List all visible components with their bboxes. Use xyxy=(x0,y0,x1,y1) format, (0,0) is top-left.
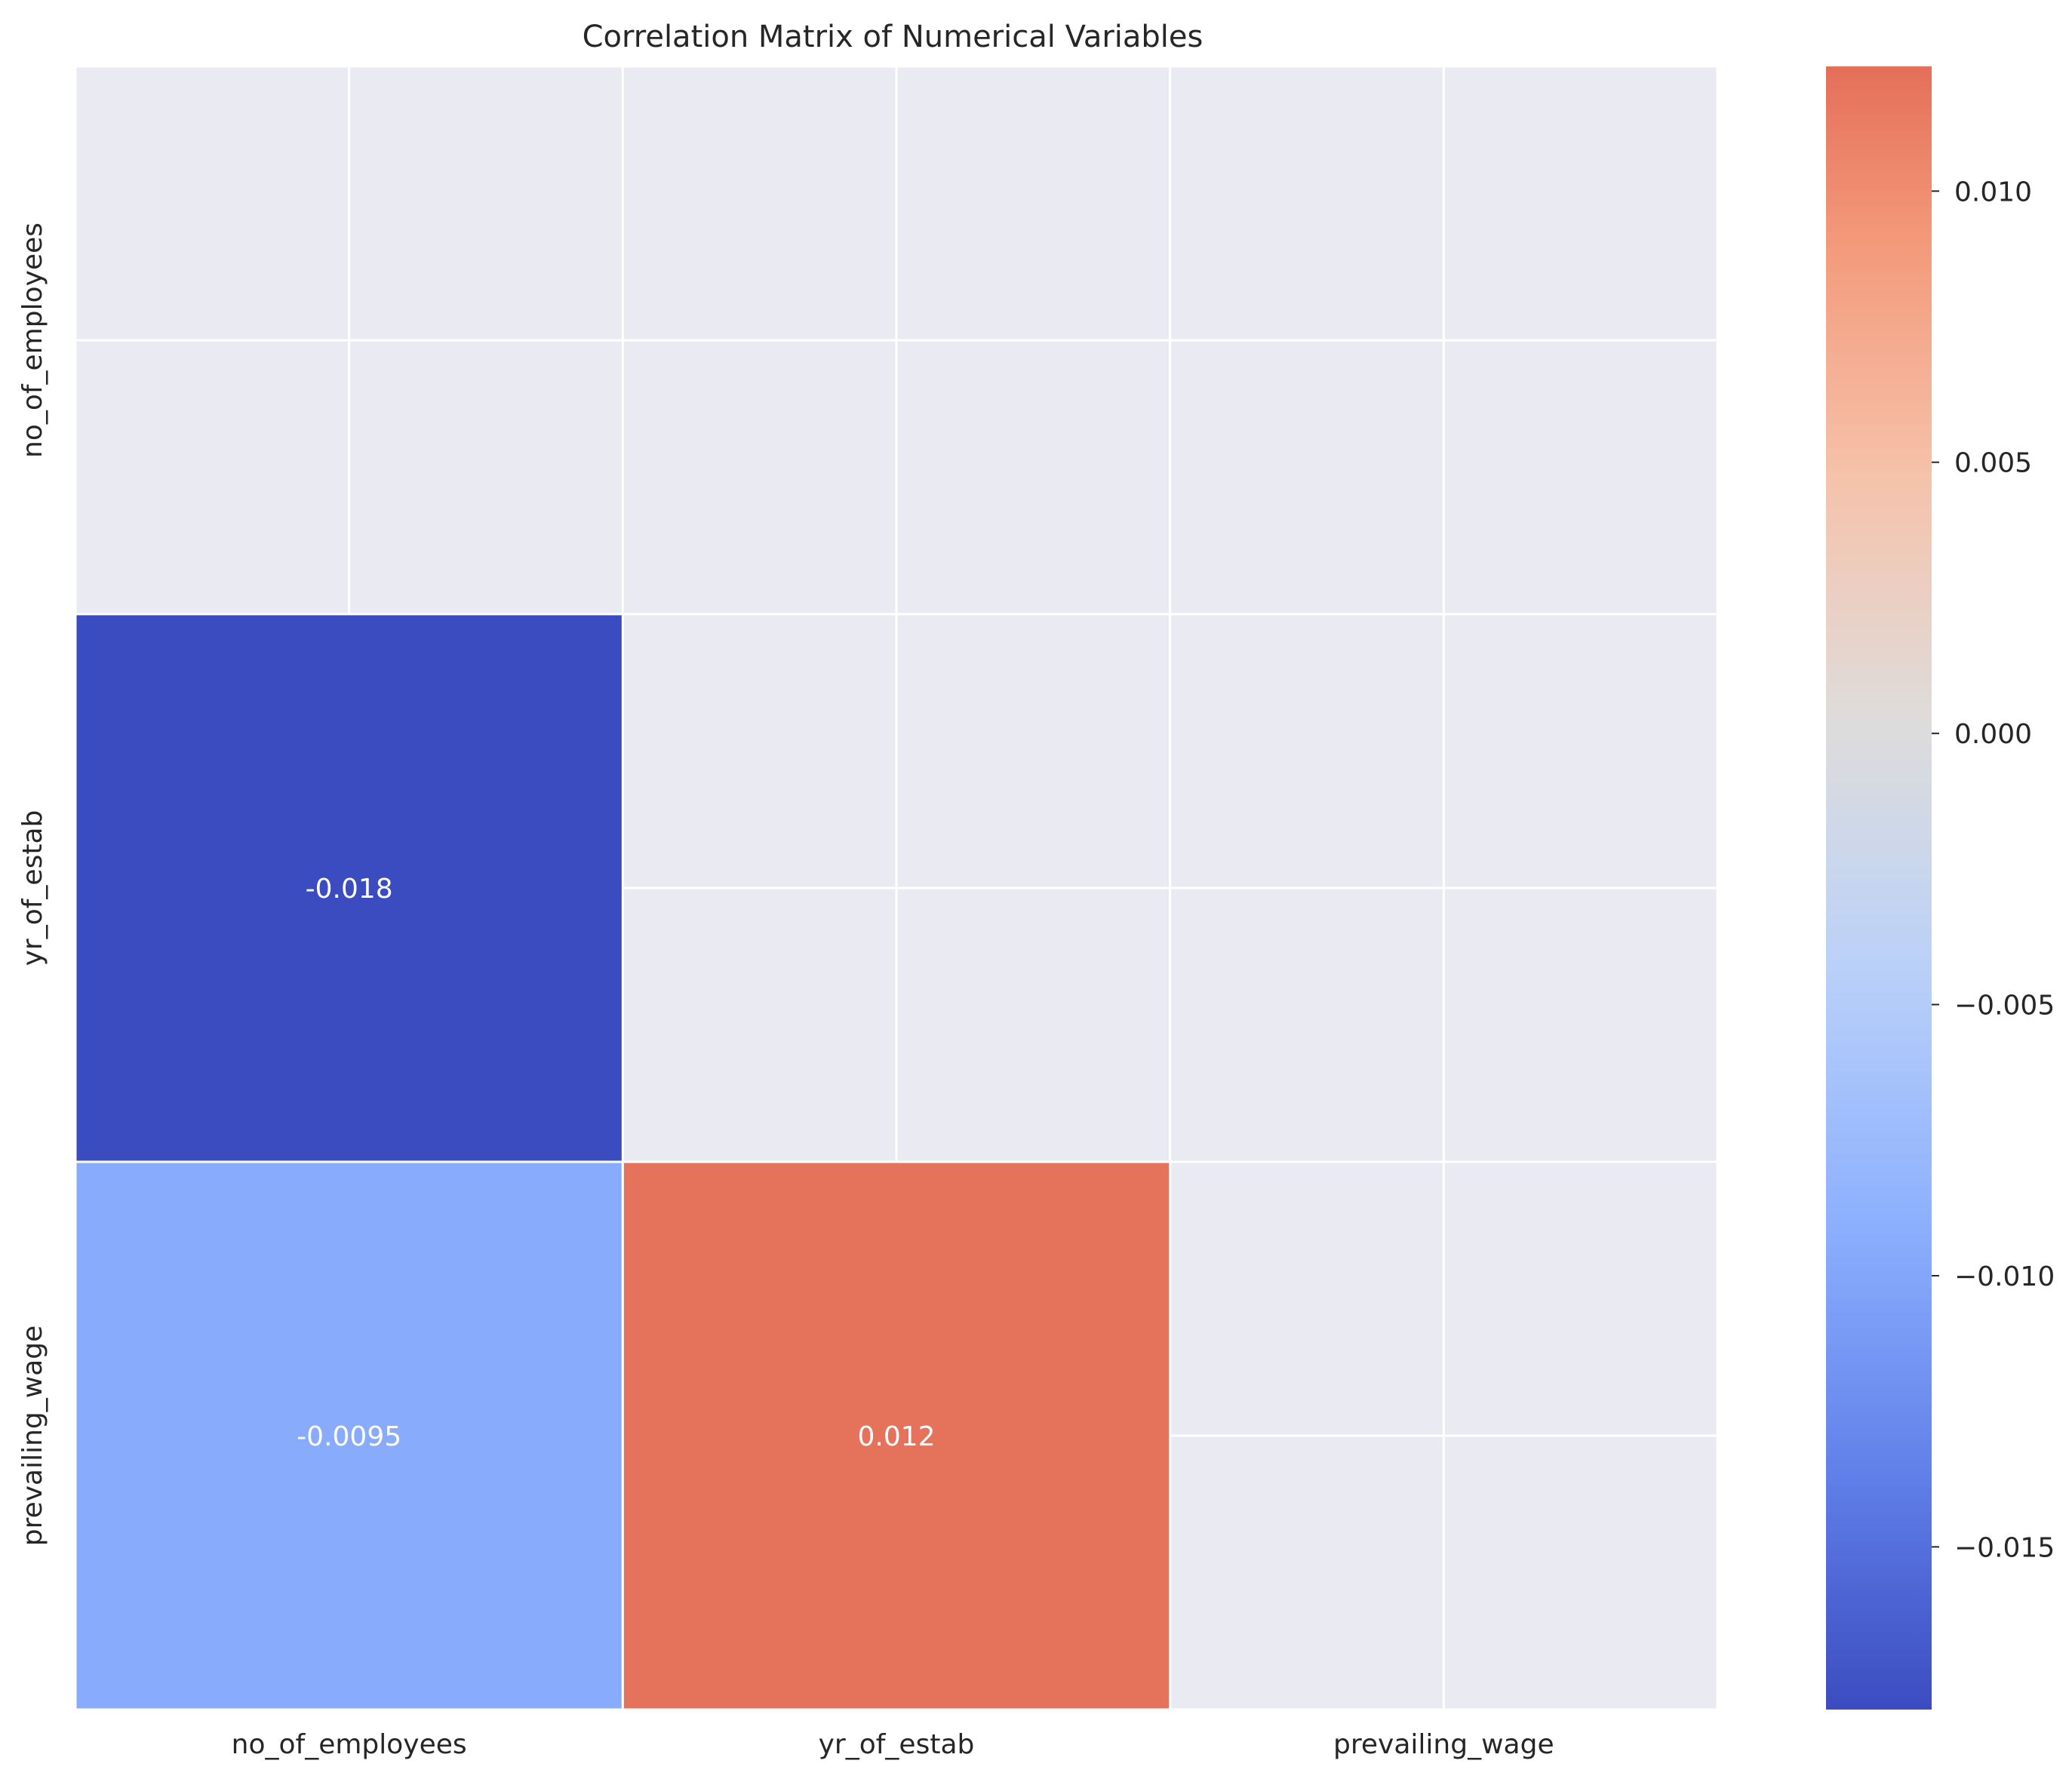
heatmap-cells xyxy=(74,613,1172,1711)
x-tick-label: no_of_employees xyxy=(232,1729,467,1760)
y-tick-label: yr_of_estab xyxy=(17,810,48,966)
y-axis-tick-labels: no_of_employees yr_of_estab prevailing_wag… xyxy=(17,223,48,1546)
colorbar-tick-label: −0.005 xyxy=(1954,991,2055,1022)
x-axis-tick-labels: no_of_employees yr_of_estab prevailing_wag… xyxy=(232,1729,1554,1760)
cell-value-label: 0.012 xyxy=(857,1421,935,1452)
heatmap-cell xyxy=(74,1160,624,1711)
cell-annotations: -0.018 -0.0095 0.012 xyxy=(297,874,935,1452)
heatmap-cell xyxy=(621,1160,1172,1711)
y-tick-label: no_of_employees xyxy=(17,223,48,458)
cell-value-label: -0.018 xyxy=(306,874,393,905)
colorbar-tick-label: 0.000 xyxy=(1954,719,2032,750)
colorbar: 0.010 0.005 0.000 −0.005 −0.010 −0.015 xyxy=(1826,66,2055,1710)
colorbar-tick-label: −0.010 xyxy=(1954,1261,2055,1292)
y-tick-label: prevailing_wage xyxy=(17,1326,48,1547)
x-tick-label: yr_of_estab xyxy=(819,1729,975,1760)
chart-title: Correlation Matrix of Numerical Variable… xyxy=(583,20,1204,54)
cell-value-label: -0.0095 xyxy=(297,1421,401,1452)
colorbar-tick-label: 0.010 xyxy=(1954,177,2032,207)
colorbar-tick-label: 0.005 xyxy=(1954,448,2032,479)
x-tick-label: prevailing_wage xyxy=(1333,1729,1554,1760)
colorbar-gradient xyxy=(1826,66,1932,1710)
colorbar-tick-label: −0.015 xyxy=(1954,1532,2055,1563)
heatmap-cell xyxy=(74,613,624,1163)
